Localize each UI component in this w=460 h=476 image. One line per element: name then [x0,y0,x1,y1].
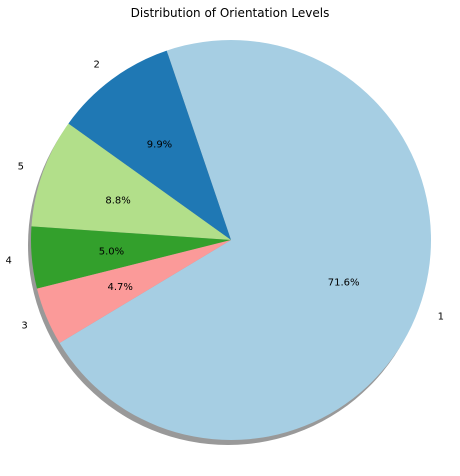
pie-slices [30,39,432,441]
category-label-1: 1 [438,312,444,323]
percent-label-3: 4.7% [107,282,132,293]
pie-labels: 71.6% 1 9.9% 2 8.8% 5 5.0% 4 4.7% 3 [5,59,443,331]
chart-title: Distribution of Orientation Levels [131,6,330,20]
pie-slice-1 [59,39,432,441]
pie-slice-5 [31,123,231,240]
category-label-3: 3 [21,320,27,331]
category-label-2: 2 [94,59,100,70]
percent-label-2: 9.9% [147,140,172,151]
pie-slice-4 [30,226,231,289]
category-label-5: 5 [18,162,24,173]
pie-slice-2 [68,50,231,240]
percent-label-1: 71.6% [328,277,360,288]
percent-label-4: 5.0% [99,247,124,258]
percent-label-5: 8.8% [105,195,130,206]
pie-slice-3 [37,240,231,344]
category-label-4: 4 [5,255,11,266]
